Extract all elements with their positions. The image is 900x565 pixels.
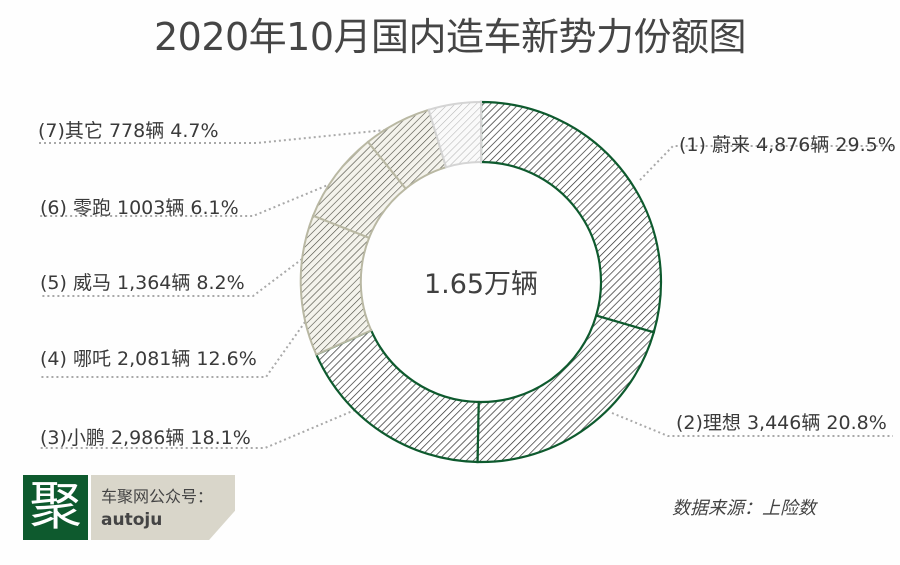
slice-xpeng <box>314 328 480 464</box>
leader-line-2 <box>611 412 893 437</box>
logo-handle: autoju <box>101 510 163 530</box>
label-li-auto: (2)理想 3,446辆 20.8% <box>676 412 887 434</box>
leader-line-6 <box>40 179 341 217</box>
logo-banner <box>91 475 235 540</box>
label-neta: (4) 哪吒 2,081辆 12.6% <box>40 348 257 370</box>
chart-title: 2020年10月国内造车新势力份额图 <box>153 15 747 59</box>
label-wm: (5) 威马 1,364辆 8.2% <box>40 272 245 294</box>
slice-neta <box>299 214 373 356</box>
logo-caption: 车聚网公众号： <box>101 487 214 506</box>
label-xpeng: (3)小鹏 2,986辆 18.1% <box>40 427 251 449</box>
autoju-logo-icon: 聚 <box>23 475 88 540</box>
leader-line-5 <box>40 252 311 297</box>
label-nio: (1) 蔚来 4,876辆 29.5% <box>679 134 896 156</box>
leader-line-1 <box>639 145 893 181</box>
label-leapmotor: (6) 零跑 1003辆 6.1% <box>40 197 239 219</box>
donut-slices <box>299 100 663 464</box>
donut-center-total: 1.65万辆 <box>423 269 539 300</box>
data-source-note: 数据来源：上险数 <box>672 498 816 519</box>
slice-li-auto <box>476 314 656 464</box>
slice-others <box>427 100 482 169</box>
slice-nio <box>479 100 663 334</box>
label-others: (7)其它 778辆 4.7% <box>38 120 219 142</box>
